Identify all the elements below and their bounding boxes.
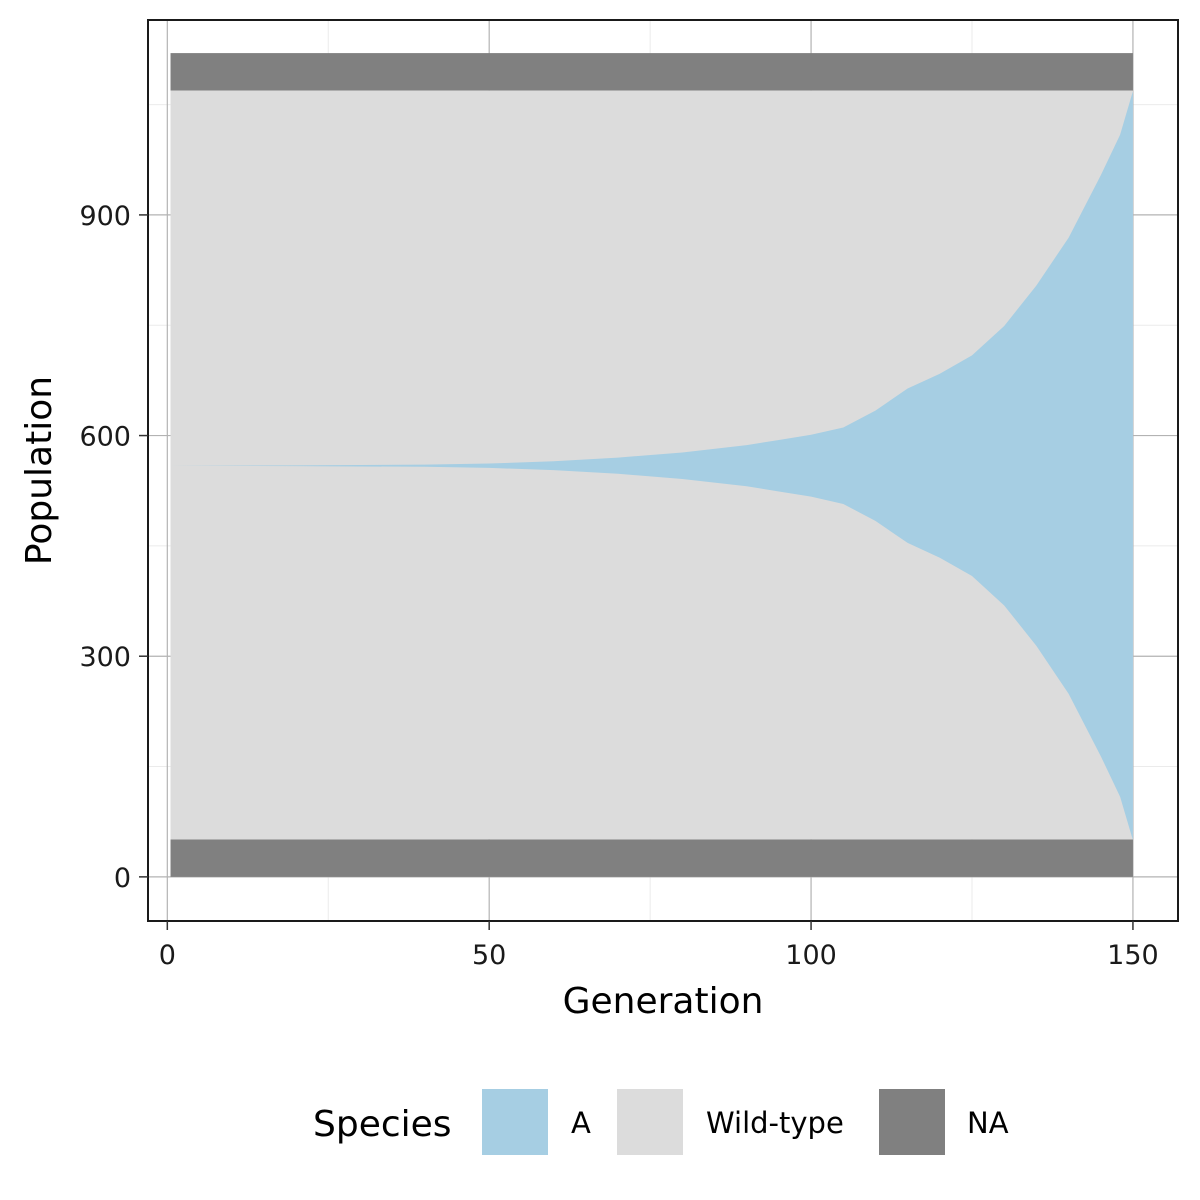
legend-items: A Wild-type NA: [482, 1089, 1009, 1155]
legend-key-wild-type: [617, 1089, 683, 1155]
legend: Species A Wild-type NA: [313, 1089, 1009, 1155]
x-tick-label: 150: [1107, 940, 1159, 971]
panel-border: [147, 19, 1179, 922]
area-series: [170, 53, 1133, 877]
legend-label-a: A: [571, 1106, 591, 1140]
legend-key-na: [879, 1089, 945, 1155]
y-axis-title: Population: [19, 376, 60, 565]
area-na-top: [170, 53, 1133, 91]
legend-label-na: NA: [967, 1106, 1009, 1140]
area-species-a: [170, 91, 1133, 841]
x-tick-label: 0: [159, 940, 176, 971]
y-tick-label: 0: [114, 863, 131, 894]
y-tick-label: 900: [79, 201, 131, 232]
x-tick-label: 50: [472, 940, 506, 971]
y-tick-label: 600: [79, 422, 131, 453]
plot-area: [147, 19, 1179, 922]
x-axis: 0 50 100 150: [159, 921, 1159, 971]
x-tick-label: 100: [785, 940, 837, 971]
x-axis-title: Generation: [563, 981, 764, 1022]
y-axis: 0 300 600 900: [79, 201, 148, 894]
y-tick-label: 300: [79, 642, 131, 673]
area-na-bottom: [170, 839, 1133, 877]
legend-title: Species: [313, 1104, 452, 1145]
legend-key-a: [482, 1089, 548, 1155]
legend-label-wild-type: Wild-type: [706, 1106, 844, 1140]
